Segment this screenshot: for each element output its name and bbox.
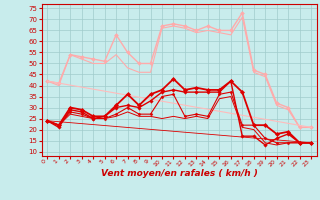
X-axis label: Vent moyen/en rafales ( km/h ): Vent moyen/en rafales ( km/h ) <box>101 169 258 178</box>
